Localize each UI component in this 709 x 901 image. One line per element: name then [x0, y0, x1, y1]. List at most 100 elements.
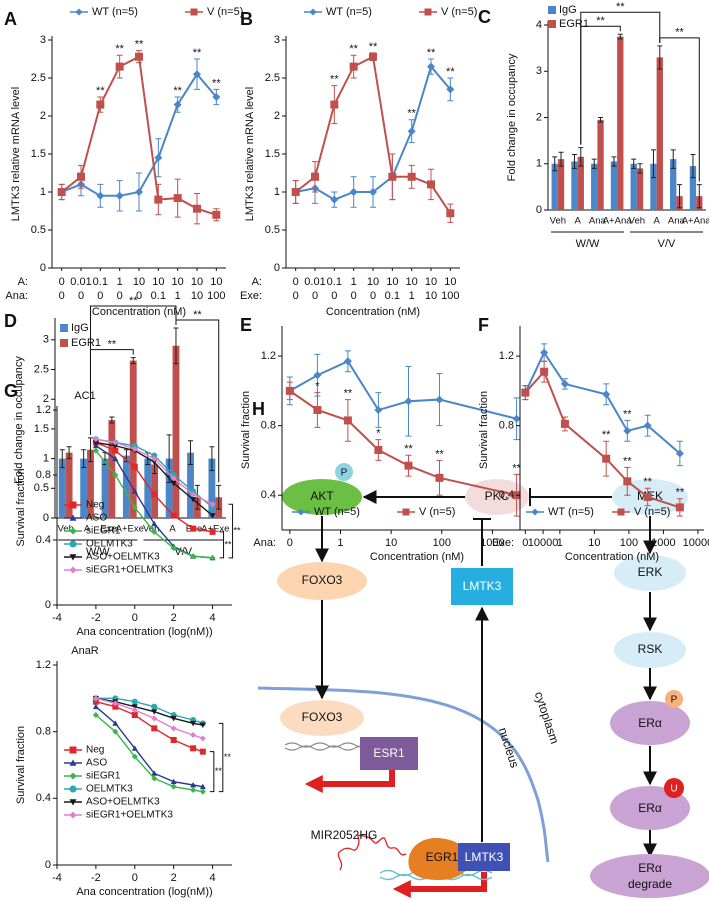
data-point	[135, 188, 143, 196]
x-axis-label: Concentration (nM)	[326, 306, 420, 318]
y-axis-label: Survival fraction	[478, 391, 490, 469]
data-point	[427, 180, 435, 189]
legend-marker	[617, 508, 625, 516]
nuclear-membrane	[257, 686, 550, 863]
x-tick-label: 0	[132, 612, 138, 624]
legend-label: siEGR1+OELMTK3	[86, 810, 173, 821]
data-point	[151, 775, 158, 782]
data-point	[540, 348, 549, 357]
x-tick-label: 0	[136, 290, 142, 302]
data-point	[112, 700, 119, 707]
data-point	[343, 416, 352, 425]
data-point	[343, 357, 352, 366]
legend-label: siEGR1+OELMTK3	[86, 565, 173, 576]
x-tick-label: 0	[132, 872, 138, 884]
data-point	[135, 52, 143, 61]
data-point	[212, 210, 221, 219]
data-point	[212, 93, 221, 101]
chart-title: AC1	[74, 390, 95, 402]
error-bar	[591, 158, 597, 169]
error-bar	[188, 440, 194, 466]
series-line	[95, 700, 204, 753]
data-point	[675, 503, 684, 512]
error-bar	[209, 446, 215, 471]
x-tick-label: 100	[441, 290, 459, 302]
data-point	[374, 446, 383, 454]
x-tick-label: 10000	[683, 537, 709, 549]
data-point	[435, 473, 444, 482]
data-point	[92, 440, 99, 446]
x-tick-label: 0	[287, 537, 293, 549]
y-tick-label: 0	[40, 262, 46, 274]
legend-label: WT (n=5)	[314, 506, 360, 518]
y-tick-label: 0	[43, 512, 49, 524]
data-point	[427, 62, 435, 71]
bar	[187, 452, 194, 518]
legend-marker	[309, 8, 317, 16]
data-point	[131, 504, 138, 511]
x-tick-label: 10	[406, 276, 418, 288]
badge	[335, 463, 353, 481]
x-axis-label: Ana concentration (log(nM))	[76, 886, 212, 898]
legend-marker	[69, 746, 77, 754]
x-tick-label: 100	[207, 290, 225, 302]
x-tick-label: 0.1	[93, 276, 108, 288]
data-point	[151, 715, 158, 722]
data-point	[131, 707, 138, 713]
x-tick-label: 10	[191, 276, 203, 288]
data-point	[131, 442, 138, 449]
data-point	[560, 419, 569, 428]
x-tick-label: 10	[133, 276, 145, 288]
data-point	[407, 127, 416, 136]
x-tick-label: A+Ana	[682, 216, 709, 227]
x-tick-label: 0.1	[385, 290, 400, 302]
legend-label: siEGR1	[86, 526, 121, 537]
data-point	[170, 715, 177, 722]
data-point	[435, 395, 444, 404]
x-tick-label: 0	[97, 290, 103, 302]
data-point	[209, 504, 216, 511]
y-tick-label: 2	[274, 110, 280, 122]
data-point	[199, 722, 206, 728]
x-tick-label: 0.1	[327, 276, 342, 288]
significance: **	[135, 39, 144, 51]
x-tick-label: 10	[444, 276, 456, 288]
significance: **	[404, 443, 413, 455]
bar	[670, 159, 677, 210]
data-point	[446, 209, 455, 218]
data-point	[154, 153, 163, 162]
data-point	[170, 737, 177, 743]
node-shape	[408, 838, 470, 880]
x-tick-label: 0	[351, 290, 357, 302]
data-point	[92, 695, 99, 702]
bracket-label: **	[193, 309, 202, 321]
bar	[129, 360, 137, 518]
error-bar	[637, 163, 643, 174]
compartment-label: cytoplasm	[532, 690, 562, 746]
node-label: ERα	[638, 861, 662, 875]
y-tick-label: 3	[43, 334, 49, 346]
legend-marker	[69, 514, 77, 521]
x-axis-label: Ana concentration (log(nM))	[76, 626, 212, 638]
node-label: RSK	[638, 642, 663, 656]
bar	[208, 458, 216, 518]
badge	[664, 778, 684, 798]
y-axis-label: LMTK3 relative mRNA level	[10, 87, 22, 222]
data-point	[173, 100, 182, 109]
bracket	[175, 319, 220, 483]
x-prefix: Exe:	[492, 537, 514, 549]
data-point	[209, 554, 216, 561]
x-tick-label: Veh	[629, 216, 645, 227]
data-point	[560, 379, 569, 388]
significance: *	[376, 427, 381, 439]
x-tick-label: 4	[209, 872, 215, 884]
x-tick-label: 2	[171, 872, 177, 884]
data-point	[170, 725, 177, 732]
legend-marker	[69, 772, 77, 780]
data-point	[151, 528, 158, 535]
data-point	[92, 703, 99, 710]
legend-marker	[297, 508, 305, 516]
x-tick-label: A+Ana	[603, 216, 633, 227]
bar	[571, 161, 578, 210]
